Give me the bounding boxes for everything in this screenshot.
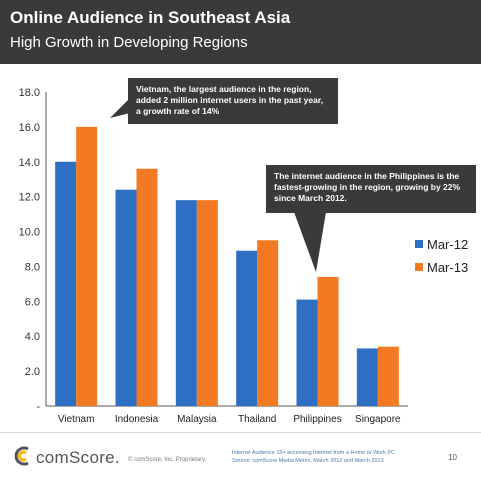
legend-label: Mar-13	[427, 260, 468, 275]
page-number: 10	[448, 453, 457, 462]
header-bar: Online Audience in Southeast Asia High G…	[0, 0, 481, 64]
copyright-text: © comScore, Inc. Proprietary.	[128, 457, 207, 463]
y-tick-label: -	[36, 401, 40, 413]
bar-mar-12-indonesia	[115, 189, 137, 406]
y-tick-label: 8.0	[25, 261, 40, 273]
bar-mar-13-singapore	[377, 346, 399, 406]
y-tick-label: 2.0	[25, 366, 40, 378]
bar-mar-12-thailand	[236, 250, 258, 406]
bar-mar-12-malaysia	[175, 200, 197, 406]
y-tick-label: 14.0	[19, 157, 40, 169]
brand-name: comScore.	[36, 448, 120, 467]
x-tick-label: Philippines	[293, 414, 341, 425]
bar-mar-13-malaysia	[196, 200, 218, 406]
x-tick-label: Singapore	[355, 414, 401, 425]
x-tick-label: Thailand	[238, 414, 276, 425]
bar-mar-12-vietnam	[55, 161, 77, 406]
bar-mar-13-indonesia	[136, 168, 158, 406]
x-tick-label: Vietnam	[58, 414, 95, 425]
footnote-line: Internet Audience 15+ accessing Internet…	[232, 450, 395, 456]
comscore-logo-icon	[14, 446, 29, 466]
callout-pointer	[294, 212, 326, 272]
slide-title: Online Audience in Southeast Asia	[10, 8, 291, 27]
source-footnote: Internet Audience 15+ accessing Internet…	[232, 449, 395, 465]
bar-mar-13-philippines	[317, 276, 339, 406]
legend-swatch	[415, 263, 423, 271]
y-tick-label: 10.0	[19, 227, 40, 239]
callout-vietnam: Vietnam, the largest audience in the reg…	[128, 78, 338, 124]
y-tick-label: 18.0	[19, 87, 40, 99]
bar-mar-12-philippines	[296, 299, 318, 406]
x-tick-label: Malaysia	[177, 414, 217, 425]
bar-mar-13-vietnam	[76, 126, 98, 406]
bar-mar-12-singapore	[356, 348, 378, 406]
y-tick-label: 16.0	[19, 122, 40, 134]
bar-chart: - 2.0 4.0 6.0 8.0 10.0 12.0 14.0 16.0 18.0 Vietnam…	[19, 87, 469, 425]
legend-label: Mar-12	[427, 237, 468, 252]
y-tick-label: 6.0	[25, 296, 40, 308]
callout-philippines: The internet audience in the Philippines…	[266, 165, 476, 213]
footer: comScore. © comScore, Inc. Proprietary. …	[0, 432, 481, 481]
legend-swatch	[415, 240, 423, 248]
x-tick-label: Indonesia	[115, 414, 159, 425]
slide-subtitle: High Growth in Developing Regions	[10, 34, 248, 51]
y-tick-label: 12.0	[19, 192, 40, 204]
bar-mar-13-thailand	[257, 240, 279, 406]
footnote-line: Source: comScore Media Metrix, March 201…	[232, 458, 384, 464]
y-tick-label: 4.0	[25, 331, 40, 343]
callout-pointer	[110, 98, 130, 118]
